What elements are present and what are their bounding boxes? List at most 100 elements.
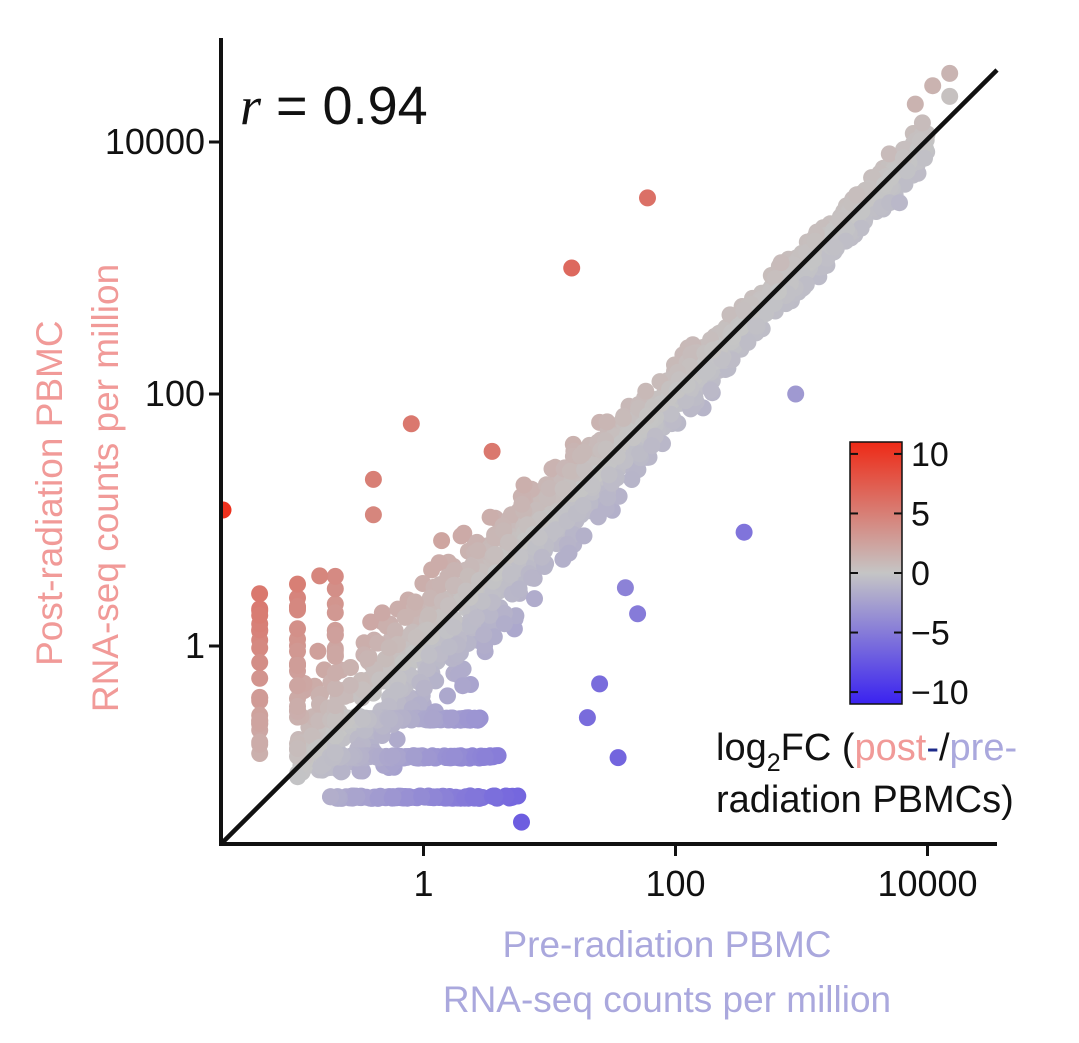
data-point — [326, 697, 344, 715]
data-point — [515, 476, 533, 494]
colorbar-ticks: 10 5 0 −5 −10 — [850, 436, 969, 712]
data-point — [468, 609, 485, 627]
data-point — [766, 270, 784, 288]
data-point — [351, 762, 369, 780]
data-point — [589, 508, 607, 526]
data-point — [735, 523, 753, 541]
data-point — [355, 634, 373, 652]
data-point — [639, 189, 656, 207]
data-point — [389, 681, 407, 699]
data-point — [631, 445, 649, 463]
data-point — [433, 532, 451, 550]
data-point — [769, 283, 787, 301]
data-point — [481, 508, 499, 526]
data-point — [578, 709, 596, 727]
data-point — [341, 676, 359, 694]
y-tick-label: 100 — [145, 373, 205, 414]
data-point — [543, 460, 561, 478]
data-point — [251, 654, 269, 671]
colorbar-tick-label: −10 — [911, 674, 969, 712]
data-point — [407, 629, 425, 647]
data-point — [600, 466, 618, 484]
data-point — [289, 740, 306, 757]
data-point — [430, 554, 448, 572]
y-tick-label: 1 — [185, 625, 205, 666]
data-point — [381, 710, 399, 728]
data-point — [420, 749, 437, 767]
data-point — [500, 533, 517, 551]
colorbar-tick-label: 10 — [911, 436, 949, 474]
data-point — [326, 580, 344, 598]
data-point — [251, 585, 269, 603]
legend-dash: - — [926, 727, 939, 769]
data-point — [540, 479, 558, 497]
data-point — [704, 341, 722, 359]
data-point — [364, 506, 382, 524]
data-point — [439, 687, 456, 705]
data-point — [941, 64, 959, 82]
data-point — [591, 675, 609, 693]
y-tick-label: 10000 — [105, 121, 205, 162]
data-point — [880, 145, 898, 163]
data-point — [251, 606, 269, 624]
data-point — [423, 710, 441, 728]
data-point — [702, 381, 720, 399]
data-point — [623, 471, 641, 488]
legend-pre-label: pre- — [950, 727, 1018, 769]
data-point — [563, 259, 581, 277]
data-point — [420, 646, 438, 664]
data-point — [465, 788, 483, 806]
data-point — [466, 709, 483, 727]
data-point — [326, 680, 344, 698]
data-point — [526, 590, 543, 608]
data-point — [342, 659, 359, 676]
data-point — [251, 669, 269, 687]
data-point — [624, 429, 642, 447]
data-point — [309, 642, 327, 660]
data-point — [772, 254, 790, 272]
data-point — [735, 302, 753, 319]
x-tick-label: 10000 — [877, 863, 977, 904]
data-point — [489, 747, 507, 765]
data-point — [513, 495, 531, 513]
legend-title-line-1: log2FC (post-/pre- — [716, 727, 1017, 777]
data-point — [332, 763, 350, 781]
data-point — [419, 660, 437, 678]
data-point — [481, 606, 499, 624]
x-axis-label-line-2: RNA-seq counts per million — [443, 979, 891, 1020]
colorbar-tick-label: 0 — [911, 555, 930, 593]
data-point — [571, 447, 589, 465]
data-point — [575, 527, 593, 545]
data-point — [405, 748, 423, 766]
data-point — [354, 710, 372, 728]
colorbar-tick-label: 5 — [911, 495, 930, 533]
data-point — [941, 87, 959, 105]
data-point — [311, 567, 329, 585]
data-point — [476, 748, 494, 766]
data-point — [924, 77, 942, 95]
data-point — [289, 575, 306, 593]
data-point — [560, 544, 578, 562]
data-points — [221, 64, 959, 831]
data-point — [289, 677, 306, 695]
data-point — [380, 639, 398, 657]
data-point — [906, 95, 924, 113]
data-point — [574, 497, 592, 514]
data-point — [533, 548, 551, 566]
y-axis-ticks: 1 100 10000 — [105, 121, 221, 666]
data-point — [289, 598, 306, 616]
data-point — [510, 580, 528, 598]
data-point — [383, 747, 401, 765]
data-point — [442, 709, 460, 727]
x-axis-ticks: 1 100 10000 — [413, 844, 978, 904]
data-point — [445, 618, 463, 636]
data-point — [554, 480, 572, 498]
data-point — [825, 238, 843, 256]
y-axis-label: Post-radiation PBMC RNA-seq counts per m… — [29, 264, 126, 712]
x-tick-label: 1 — [413, 863, 433, 904]
data-point — [629, 605, 647, 623]
data-point — [747, 317, 765, 335]
data-point — [413, 788, 431, 805]
x-axis-label-line-1: Pre-radiation PBMC — [502, 924, 831, 965]
